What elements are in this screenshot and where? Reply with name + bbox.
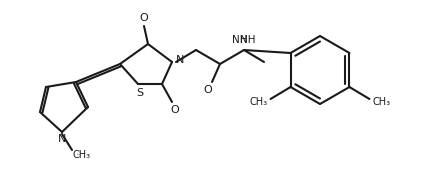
Text: S: S: [136, 88, 144, 98]
Text: N: N: [176, 55, 184, 65]
Text: methyl: methyl: [77, 153, 81, 155]
Text: CH₃: CH₃: [73, 150, 91, 160]
Text: N: N: [58, 134, 66, 144]
Text: NH: NH: [240, 35, 256, 45]
Text: O: O: [204, 85, 212, 95]
Text: O: O: [140, 13, 148, 23]
Text: CH₃: CH₃: [249, 97, 267, 107]
Text: O: O: [171, 105, 179, 115]
Text: CH₃: CH₃: [372, 97, 390, 107]
Text: NH: NH: [232, 35, 248, 45]
